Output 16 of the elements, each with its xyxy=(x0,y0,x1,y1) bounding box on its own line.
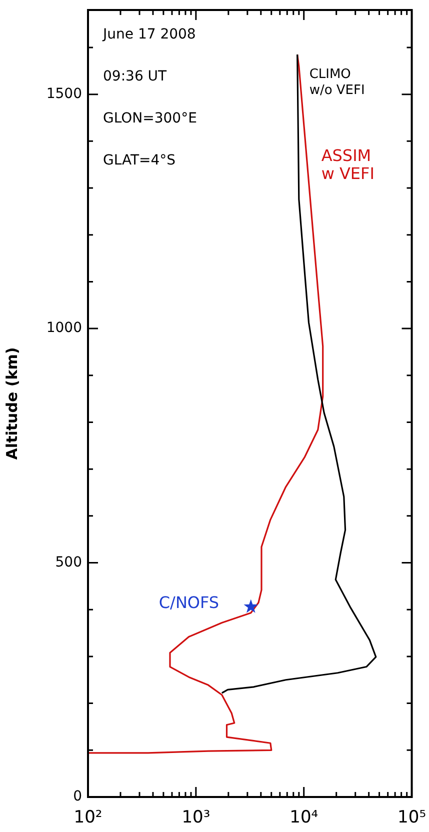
y-tick-label: 1500 xyxy=(46,86,82,102)
y-tick-label: 1000 xyxy=(46,320,82,336)
y-tick-label: 0 xyxy=(73,788,82,805)
x-tick-label: 10³ xyxy=(182,808,210,828)
annotation: June 17 2008 xyxy=(102,26,196,43)
series-label: CLIMO w/o VEFI xyxy=(309,66,366,98)
y-axis-title: Altitude (km) xyxy=(2,347,21,460)
annotation: GLAT=4°S xyxy=(103,152,176,169)
x-tick-label: 10² xyxy=(74,808,102,828)
series-label: ASSIM w VEFI xyxy=(321,146,376,182)
series-label: C/NOFS xyxy=(158,592,220,612)
x-tick-label: 10⁴ xyxy=(290,808,318,828)
x-tick-label: 10⁵ xyxy=(398,808,426,828)
annotation: 09:36 UT xyxy=(103,68,168,85)
y-tick-label: 500 xyxy=(55,554,82,570)
annotation: GLON=300°E xyxy=(103,110,197,127)
